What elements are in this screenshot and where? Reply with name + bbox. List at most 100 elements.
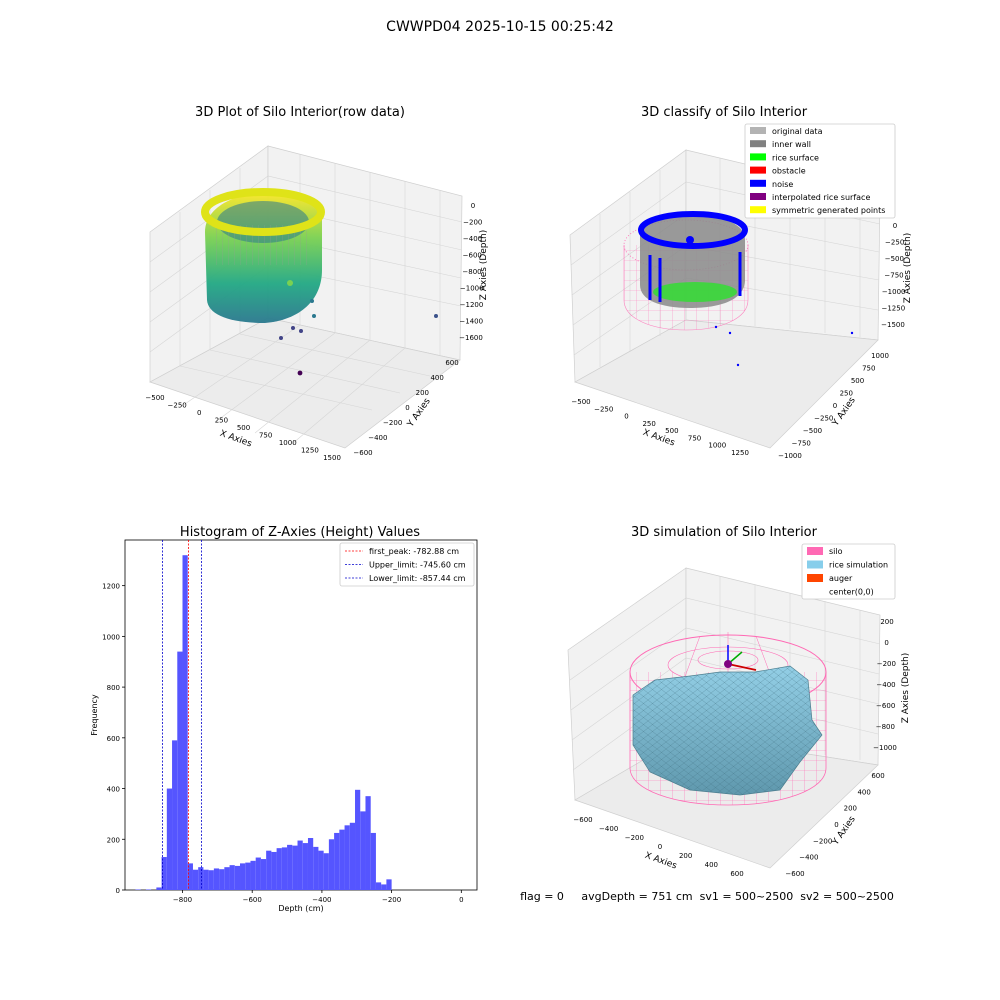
hist-bar <box>370 832 376 890</box>
sim-x-tick: −600 <box>573 816 592 824</box>
hist-x-tick: −600 <box>243 896 262 904</box>
sim-legend-swatch <box>807 574 823 582</box>
sim-zlabel: Z Axies (Depth) <box>901 653 911 724</box>
sim-y-tick: 600 <box>871 772 884 780</box>
sim-y-tick: 0 <box>834 821 838 829</box>
sim-x-tick: 600 <box>730 870 743 878</box>
raw-x-tick: 250 <box>215 417 228 425</box>
classify-legend-label: obstacle <box>772 167 806 176</box>
raw-z-tick: −400 <box>463 235 482 243</box>
raw-x-tick: −250 <box>168 402 187 410</box>
raw-z-tick: −600 <box>463 252 482 260</box>
sim-z-tick: 200 <box>880 618 893 626</box>
classify-legend-swatch <box>750 153 766 161</box>
classify-legend-swatch <box>750 166 766 174</box>
sim-x-tick: −200 <box>625 834 644 842</box>
classify-y-tick: −1000 <box>778 452 802 460</box>
classify-y-tick: 1000 <box>871 352 889 360</box>
classify-x-tick: 1250 <box>731 449 749 457</box>
raw-x-ticks: −500 −250 0 250 500 750 1000 1250 1500 <box>145 394 341 462</box>
raw-y-tick: 0 <box>405 404 409 412</box>
hist-bars <box>135 555 392 890</box>
classify-title: 3D classify of Silo Interior <box>641 105 808 120</box>
hist-bar <box>313 846 319 890</box>
raw-x-tick: 1500 <box>323 454 341 462</box>
hist-y-tick: 400 <box>107 786 120 794</box>
hist-vlines <box>162 540 202 890</box>
sim-xlabel: X Axies <box>643 851 678 872</box>
hist-bar <box>166 788 173 890</box>
hist-y-ticks: 0 200 400 600 800 1000 1200 <box>102 583 125 895</box>
raw-z-tick: −1600 <box>459 334 483 342</box>
sim-z-tick: −200 <box>877 660 896 668</box>
hist-bar <box>260 859 267 890</box>
sim-y-tick: −600 <box>785 870 804 878</box>
hist-bar <box>375 882 382 890</box>
hist-bar <box>292 845 298 890</box>
classify-x-tick: 250 <box>642 420 655 428</box>
hist-bar <box>365 796 371 890</box>
raw-z-ticks: 0 −200 −400 −600 −800 −1000 −1200 −1400 −1600 <box>459 202 483 342</box>
hist-bar <box>360 811 366 890</box>
classify-silo-points <box>623 211 854 367</box>
sim-legend-label: rice simulation <box>829 561 888 570</box>
hist-bar <box>271 851 277 890</box>
panel-histogram: Histogram of Z-Axies (Height) Values −80… <box>90 525 478 913</box>
hist-bar <box>208 870 214 890</box>
hist-x-tick: −400 <box>312 896 331 904</box>
raw-y-tick: 400 <box>430 374 443 382</box>
hist-bar <box>281 847 288 890</box>
classify-legend-label: original data <box>772 127 823 136</box>
sim-y-tick: −200 <box>813 837 832 845</box>
panel-classify: 3D classify of Silo Interior <box>569 105 913 460</box>
hist-title: Histogram of Z-Axies (Height) Values <box>180 525 420 540</box>
hist-bar <box>192 869 199 890</box>
raw-x-tick: 500 <box>237 424 250 432</box>
sim-x-tick: 200 <box>679 852 692 860</box>
hist-bar <box>172 740 178 890</box>
hist-x-tick: −800 <box>173 896 192 904</box>
classify-z-tick: −250 <box>885 239 904 247</box>
sim-x-ticks: −600 −400 −200 0 200 400 600 <box>573 816 743 878</box>
raw-axes-box <box>149 145 463 449</box>
raw-zlabel: Z Axies (Depth) <box>479 230 489 301</box>
hist-ylabel: Frequency <box>90 694 99 736</box>
hist-bar <box>177 651 183 890</box>
hist-bar <box>276 848 282 890</box>
panel-raw-data: 3D Plot of Silo Interior(row data) <box>145 105 489 462</box>
raw-z-tick: 0 <box>471 202 475 210</box>
hist-bar <box>328 839 335 890</box>
sim-ylabel: Y Axies <box>830 814 858 847</box>
hist-bar <box>161 857 167 890</box>
hist-bar <box>156 887 162 890</box>
classify-legend-label: rice surface <box>772 153 819 162</box>
classify-y-tick: 250 <box>840 390 853 398</box>
classify-y-tick: 0 <box>833 402 837 410</box>
classify-zlabel: Z Axies (Depth) <box>903 233 913 304</box>
hist-bar <box>344 825 350 890</box>
classify-z-tick: −1500 <box>881 321 905 329</box>
sim-y-tick: 400 <box>857 788 870 796</box>
sim-title: 3D simulation of Silo Interior <box>631 525 818 540</box>
hist-xlabel: Depth (cm) <box>278 904 323 913</box>
sim-legend-label: center(0,0) <box>829 588 874 597</box>
hist-bar <box>266 850 272 890</box>
hist-bar <box>307 838 314 890</box>
raw-title: 3D Plot of Silo Interior(row data) <box>195 105 405 120</box>
classify-x-tick: −500 <box>571 398 590 406</box>
hist-bar <box>334 832 340 890</box>
classify-legend-swatch <box>750 127 766 134</box>
raw-silo-points <box>201 188 438 376</box>
raw-z-tick: −1200 <box>460 301 484 309</box>
raw-x-tick: 0 <box>197 409 201 417</box>
sim-z-tick: −800 <box>876 723 895 731</box>
sim-legend: silo rice simulation auger center(0,0) <box>801 543 896 600</box>
hist-y-tick: 0 <box>116 887 120 895</box>
classify-legend-label: noise <box>772 180 793 189</box>
sim-legend-label: silo <box>829 547 843 556</box>
hist-bar <box>250 860 256 890</box>
hist-y-tick: 800 <box>107 684 120 692</box>
